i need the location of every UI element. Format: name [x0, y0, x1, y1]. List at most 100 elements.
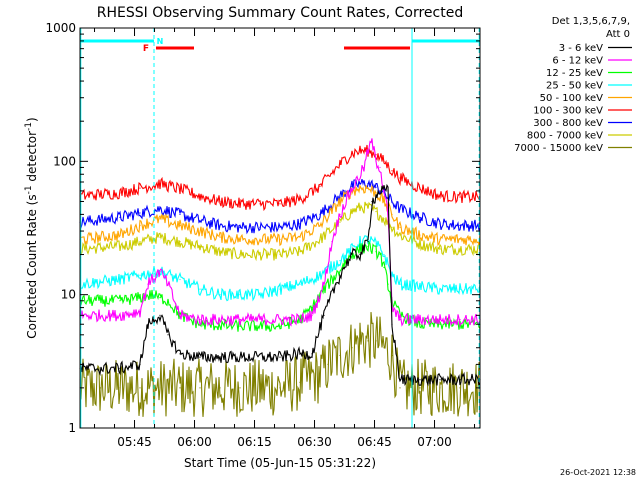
series-12-25-kev-point [119, 300, 121, 302]
series-50-100-kev-point [375, 192, 377, 194]
series-800-7000-kev-point [367, 206, 369, 209]
y-tick-label: 1 [68, 421, 76, 435]
series-100-300-kev-point [319, 185, 321, 187]
series-3-6-kev-line [79, 183, 481, 387]
series-25-50-kev-point [439, 288, 441, 290]
series-3-6-kev-point [239, 356, 241, 358]
x-tick-label: 06:15 [237, 435, 272, 449]
series-800-7000-kev-point [259, 253, 261, 256]
series-25-50-kev-point [239, 294, 241, 296]
series-7000-15000-kev-point [419, 387, 421, 389]
series-6-12-kev-point [383, 190, 385, 192]
series-7000-15000-kev-point [339, 354, 341, 357]
series-3-6-kev-point [167, 334, 169, 336]
series-3-6-kev-point [147, 323, 149, 325]
series-800-7000-kev-line [79, 201, 481, 262]
series-3-6-kev-point [311, 353, 313, 355]
series-50-100-kev-point [391, 213, 393, 215]
series-100-300-kev-point [259, 203, 261, 205]
series-100-300-kev-point [199, 195, 201, 197]
series-800-7000-kev-point [459, 248, 461, 250]
series-50-100-kev-line [79, 184, 481, 247]
series-6-12-kev-point [159, 270, 161, 272]
series-6-12-kev-point [339, 213, 341, 215]
series-7000-15000-kev-point [459, 387, 461, 389]
series-800-7000-kev-point [119, 245, 121, 248]
legend-label-25-50-kev: 25 - 50 keV [546, 81, 603, 92]
series-6-12-kev-point [279, 319, 281, 321]
series-100-300-kev-point [339, 163, 341, 165]
series-50-100-kev-point [239, 238, 241, 240]
series-3-6-kev-point [399, 379, 401, 381]
series-7000-15000-kev-point [159, 387, 161, 389]
series-25-50-kev-point [375, 243, 377, 245]
series-6-12-kev-point [363, 166, 365, 169]
series-6-12-kev-point [331, 241, 333, 243]
series-300-800-kev-point [375, 186, 377, 188]
series-50-100-kev-point [179, 224, 181, 227]
series-300-800-kev-point [279, 226, 281, 228]
legend-label-6-12-kev: 6 - 12 keV [552, 56, 603, 67]
series-7000-15000-kev-point [299, 381, 301, 383]
series-800-7000-kev-point [219, 251, 221, 253]
series-6-12-kev-point [311, 314, 313, 316]
y-axis-label-main: Corrected Count Rate (s [25, 194, 39, 338]
series-6-12-kev-point [299, 319, 301, 321]
series-800-7000-kev-point [391, 226, 393, 228]
series-300-800-kev-point [359, 183, 361, 185]
series-25-50-kev-point [179, 278, 181, 281]
series-300-800-kev-point [459, 224, 461, 227]
series-50-100-kev-point [439, 238, 441, 240]
y-axis-label-sup1: -1 [24, 185, 34, 194]
series-3-6-kev-point [379, 190, 381, 192]
series-7000-15000-kev-point [375, 340, 377, 342]
series-6-12-kev-point [239, 319, 241, 321]
series-25-50-kev-point [219, 294, 221, 296]
series-100-300-kev-point [279, 203, 281, 205]
series-12-25-kev-point [239, 325, 241, 327]
series-3-6-kev-point [139, 363, 141, 365]
series-800-7000-kev-point [199, 245, 201, 248]
series-800-7000-kev-point [383, 218, 385, 220]
series-300-800-kev-point [199, 219, 201, 222]
series-50-100-kev-point [339, 200, 341, 203]
series-300-800-kev-point [239, 226, 241, 228]
series-3-6-kev-point [459, 379, 461, 381]
series-800-7000-kev-point [299, 251, 301, 253]
series-50-100-kev-point [279, 238, 281, 240]
series-6-12-kev-point [375, 160, 377, 162]
series-12-25-kev-point [343, 263, 345, 265]
series-100-300-kev-point [359, 150, 361, 152]
x-tick-label: 07:00 [417, 435, 452, 449]
series-layer [79, 138, 481, 417]
series-7000-15000-kev-point [279, 387, 281, 389]
series-3-6-kev-point [343, 266, 345, 269]
series-25-50-kev-point [259, 294, 261, 296]
series-12-25-kev-point [139, 297, 141, 299]
generation-timestamp: 26-Oct-2021 12:38 [560, 468, 636, 477]
series-300-800-kev-point [351, 185, 353, 187]
series-3-6-kev-point [299, 353, 301, 355]
series-6-12-kev-point [139, 310, 141, 312]
series-100-300-kev-point [239, 203, 241, 205]
legend-label-100-300-kev: 100 - 300 keV [533, 106, 603, 117]
series-6-12-kev-point [147, 283, 149, 285]
series-6-12-kev-point [399, 319, 401, 321]
y-tick-label: 10 [61, 288, 76, 302]
series-12-25-kev-point [375, 251, 377, 253]
series-3-6-kev-point [323, 314, 325, 316]
series-6-12-kev-point [167, 283, 169, 285]
series-100-300-kev-point [219, 200, 221, 203]
series-100-300-kev-point [383, 160, 385, 162]
series-6-12-kev-point [323, 283, 325, 285]
series-3-6-kev-point [391, 323, 393, 325]
series-300-800-kev-point [319, 213, 321, 215]
series-12-25-kev-point [151, 294, 153, 296]
series-12-25-kev-point [359, 248, 361, 250]
y-axis-label: Corrected Count Rate (s-1 detector-1) [24, 117, 39, 338]
series-800-7000-kev-point [139, 241, 141, 243]
series-7000-15000-kev-point [139, 387, 141, 389]
series-100-300-kev-point [439, 195, 441, 197]
series-50-100-kev-point [159, 218, 161, 220]
series-7000-15000-kev-line [79, 312, 481, 417]
